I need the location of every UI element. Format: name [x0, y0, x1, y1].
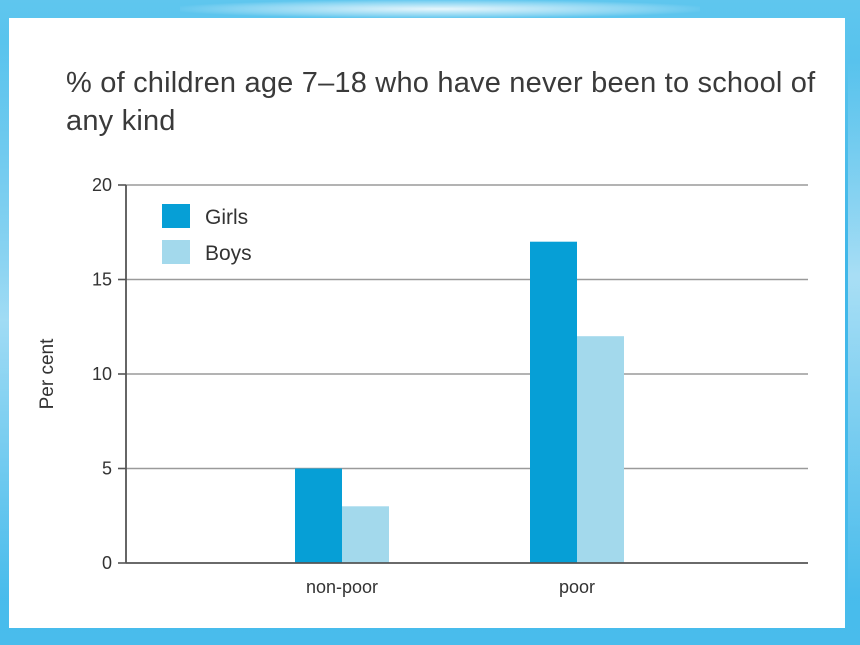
y-tick-label-10: 10	[92, 364, 112, 384]
bar-boys-poor	[577, 336, 624, 563]
background-glow-right	[848, 60, 860, 600]
y-tick-label-15: 15	[92, 270, 112, 290]
y-axis-label: Per cent	[37, 338, 58, 409]
legend-label-girls: Girls	[205, 206, 248, 229]
background-sky-streak	[180, 0, 700, 18]
y-tick-label-0: 0	[102, 553, 112, 573]
bars	[295, 241, 624, 563]
legend-label-boys: Boys	[205, 242, 252, 265]
x-tick-label-non-poor: non-poor	[306, 577, 378, 597]
chart-title: % of children age 7–18 who have never be…	[66, 67, 816, 137]
bar-girls-poor	[530, 241, 577, 563]
y-tick-label-20: 20	[92, 175, 112, 195]
background-glow-left	[0, 40, 10, 600]
legend-swatch-boys	[162, 240, 190, 264]
chart-card	[9, 18, 845, 628]
bar-girls-non-poor	[295, 468, 342, 563]
legend: Girls Boys	[162, 204, 252, 265]
y-axis: 0 5 10 15 20	[92, 175, 127, 573]
y-tick-label-5: 5	[102, 459, 112, 479]
legend-swatch-girls	[162, 204, 190, 228]
bar-boys-non-poor	[342, 506, 389, 563]
x-tick-label-poor: poor	[559, 577, 595, 597]
x-axis: non-poor poor	[126, 562, 808, 597]
gridlines	[126, 184, 808, 470]
